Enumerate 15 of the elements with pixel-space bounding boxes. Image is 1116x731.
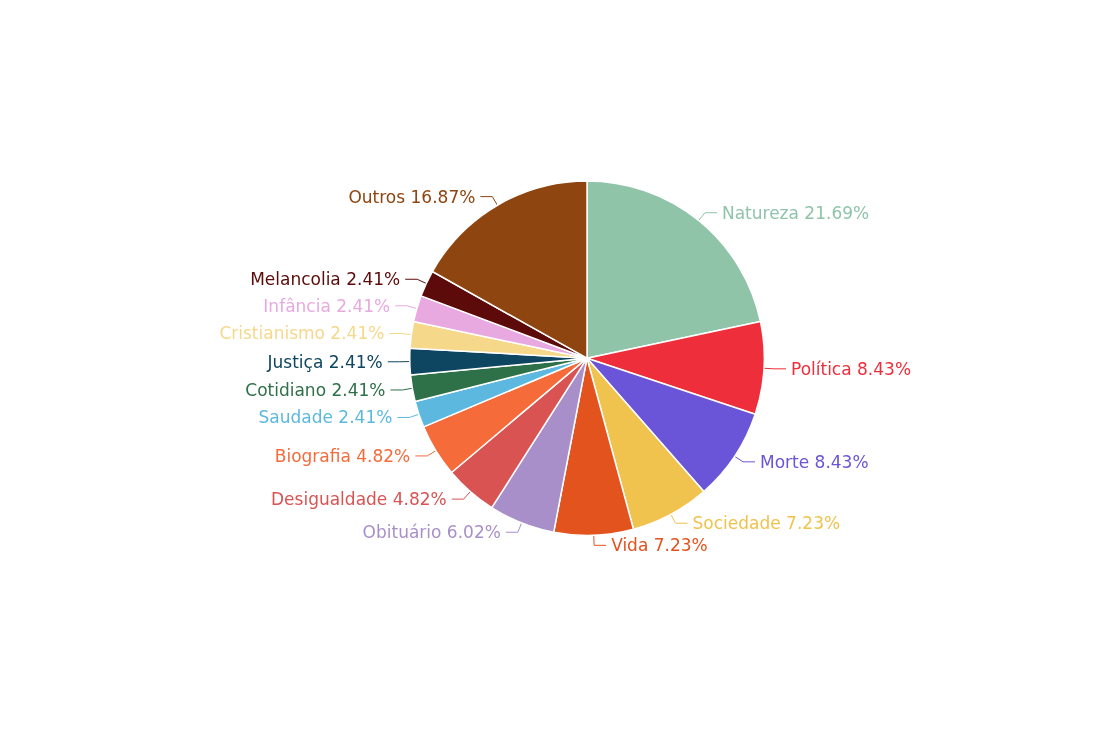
slice-label: Cotidiano 2.41% (245, 379, 386, 400)
slice-label: Vida 7.23% (611, 535, 708, 556)
slice-label: Sociedade 7.23% (692, 513, 841, 534)
slice-label: Desigualdade 4.82% (271, 489, 447, 510)
slice-label: Biografia 4.82% (274, 445, 411, 466)
slice-label: Cristianismo 2.41% (219, 323, 385, 344)
slice-label: Melancolia 2.41% (250, 269, 401, 290)
slice-label: Natureza 21.69% (721, 202, 870, 223)
slice-label: Saudade 2.41% (258, 407, 393, 428)
slice-label: Infância 2.41% (263, 295, 391, 316)
slice-label: Justiça 2.41% (266, 351, 383, 372)
slice-label: Obituário 6.02% (362, 522, 501, 543)
slice-label: Política 8.43% (790, 358, 912, 379)
slice-label: Morte 8.43% (759, 451, 869, 472)
slice-label: Outros 16.87% (348, 186, 476, 207)
